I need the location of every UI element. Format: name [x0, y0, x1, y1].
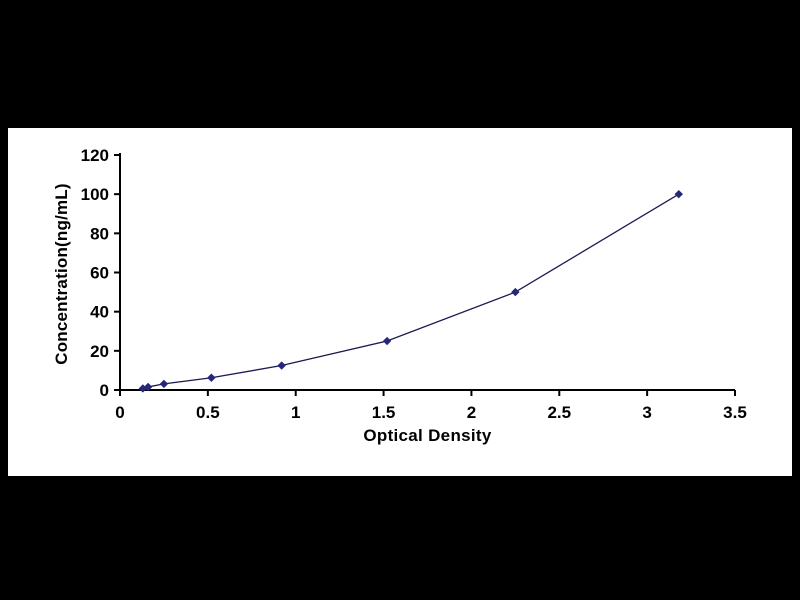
- data-point-marker: [511, 287, 520, 297]
- y-tick-label: 100: [81, 185, 109, 204]
- x-tick-label: 1: [291, 403, 300, 422]
- plot-area: 0 0.5 1 1.5 2 2.5 3 3.5 0 20 40 60 80 100 120: [81, 146, 747, 422]
- data-point-marker: [143, 382, 153, 392]
- data-point-marker: [674, 189, 683, 199]
- y-tick-label: 40: [90, 303, 109, 322]
- x-tick-label: 1.5: [372, 403, 396, 422]
- data-point-marker: [277, 361, 286, 370]
- y-tick-label: 80: [90, 224, 109, 243]
- y-tick-label: 60: [90, 264, 109, 283]
- y-tick-label: 0: [100, 381, 109, 400]
- y-tick-label: 20: [90, 342, 109, 361]
- x-tick-label: 0: [115, 403, 124, 422]
- y-axis-title: Concentration(ng/mL): [52, 183, 71, 365]
- x-tick-label: 0.5: [196, 403, 220, 422]
- x-tick-label: 2.5: [547, 403, 571, 422]
- data-point-marker: [159, 379, 169, 389]
- y-tick-label: 120: [81, 146, 109, 165]
- standard-curve-chart: 0 0.5 1 1.5 2 2.5 3 3.5 0 20 40 60 80 100 120 Optical …: [8, 128, 792, 476]
- x-axis-title: Optical Density: [363, 426, 492, 445]
- x-tick-label: 3.5: [723, 403, 747, 422]
- series-line: [142, 193, 680, 390]
- data-point-marker: [382, 336, 392, 346]
- x-tick-label: 2: [467, 403, 476, 422]
- x-tick-label: 3: [642, 403, 651, 422]
- data-point-marker: [207, 373, 216, 382]
